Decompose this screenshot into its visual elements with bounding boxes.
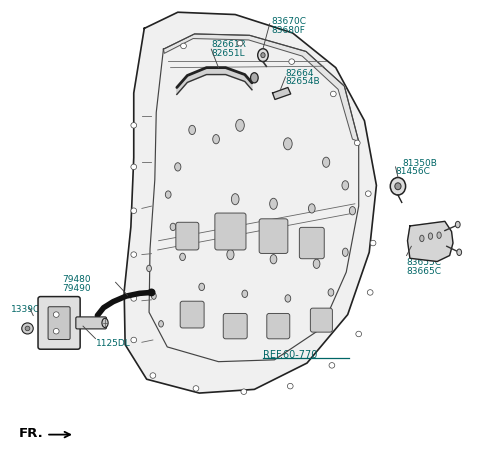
- FancyBboxPatch shape: [300, 227, 324, 259]
- Circle shape: [131, 296, 137, 301]
- Circle shape: [150, 373, 156, 378]
- Text: 83665C: 83665C: [407, 267, 442, 276]
- Text: 82664: 82664: [286, 69, 314, 78]
- FancyBboxPatch shape: [38, 297, 80, 349]
- Polygon shape: [408, 221, 453, 262]
- Text: 81456C: 81456C: [396, 168, 431, 176]
- Text: 82661R: 82661R: [211, 40, 246, 49]
- Ellipse shape: [152, 293, 156, 300]
- Circle shape: [330, 91, 336, 97]
- FancyBboxPatch shape: [176, 222, 199, 250]
- Circle shape: [289, 59, 295, 64]
- Ellipse shape: [175, 163, 181, 171]
- Ellipse shape: [213, 135, 219, 144]
- Circle shape: [131, 337, 137, 343]
- FancyBboxPatch shape: [180, 301, 204, 328]
- Text: 83680F: 83680F: [271, 26, 305, 35]
- Text: 1339CC: 1339CC: [11, 305, 47, 313]
- Ellipse shape: [165, 191, 171, 198]
- Ellipse shape: [102, 318, 108, 327]
- Ellipse shape: [199, 283, 204, 291]
- FancyBboxPatch shape: [215, 213, 246, 250]
- Polygon shape: [273, 88, 291, 100]
- Ellipse shape: [323, 157, 330, 167]
- Text: 82654B: 82654B: [286, 77, 320, 87]
- Circle shape: [131, 252, 137, 257]
- Circle shape: [148, 289, 155, 296]
- Ellipse shape: [227, 250, 234, 260]
- Ellipse shape: [284, 138, 292, 150]
- Circle shape: [25, 326, 30, 331]
- FancyBboxPatch shape: [259, 219, 288, 253]
- Polygon shape: [177, 68, 252, 94]
- Ellipse shape: [231, 194, 239, 205]
- Ellipse shape: [328, 289, 334, 296]
- Polygon shape: [163, 34, 359, 142]
- Ellipse shape: [242, 290, 248, 298]
- Ellipse shape: [261, 53, 265, 58]
- Circle shape: [22, 323, 33, 334]
- Circle shape: [367, 290, 373, 295]
- Text: 79480: 79480: [62, 275, 91, 284]
- Ellipse shape: [456, 221, 460, 228]
- Ellipse shape: [437, 232, 441, 238]
- FancyBboxPatch shape: [48, 307, 70, 339]
- Circle shape: [180, 43, 186, 49]
- Ellipse shape: [457, 249, 462, 256]
- Circle shape: [131, 208, 137, 213]
- FancyBboxPatch shape: [267, 313, 290, 339]
- Ellipse shape: [270, 198, 277, 209]
- Ellipse shape: [147, 265, 152, 272]
- Circle shape: [329, 363, 335, 368]
- Circle shape: [370, 240, 376, 246]
- Text: 83655C: 83655C: [407, 258, 442, 268]
- Ellipse shape: [428, 233, 432, 239]
- Text: 1125DL: 1125DL: [96, 339, 130, 348]
- Ellipse shape: [251, 73, 258, 83]
- Text: 81350B: 81350B: [403, 159, 438, 168]
- FancyBboxPatch shape: [76, 317, 107, 329]
- Ellipse shape: [236, 119, 244, 131]
- FancyBboxPatch shape: [223, 313, 247, 339]
- Text: 79490: 79490: [62, 284, 91, 293]
- Ellipse shape: [270, 255, 277, 264]
- Ellipse shape: [285, 295, 291, 302]
- Circle shape: [193, 386, 199, 391]
- Circle shape: [354, 140, 360, 146]
- Ellipse shape: [349, 206, 356, 215]
- Ellipse shape: [420, 235, 424, 242]
- Text: FR.: FR.: [19, 427, 44, 440]
- Ellipse shape: [189, 125, 195, 135]
- Text: 82651L: 82651L: [211, 49, 245, 58]
- Ellipse shape: [390, 177, 406, 195]
- Circle shape: [356, 331, 361, 337]
- Circle shape: [288, 383, 293, 389]
- Text: REF.60-770: REF.60-770: [263, 350, 317, 360]
- Ellipse shape: [342, 248, 348, 257]
- Ellipse shape: [180, 253, 185, 261]
- Circle shape: [131, 164, 137, 169]
- Circle shape: [53, 328, 59, 334]
- Circle shape: [53, 312, 59, 317]
- Circle shape: [241, 389, 247, 394]
- Circle shape: [237, 40, 243, 46]
- Ellipse shape: [258, 49, 268, 62]
- Ellipse shape: [158, 320, 163, 327]
- Circle shape: [131, 123, 137, 128]
- Ellipse shape: [313, 259, 320, 269]
- Circle shape: [365, 191, 371, 196]
- Polygon shape: [124, 12, 376, 393]
- Ellipse shape: [342, 181, 348, 190]
- Text: 83670C: 83670C: [271, 17, 306, 26]
- Ellipse shape: [309, 204, 315, 213]
- FancyBboxPatch shape: [311, 308, 332, 332]
- Ellipse shape: [170, 223, 176, 231]
- Ellipse shape: [395, 183, 401, 190]
